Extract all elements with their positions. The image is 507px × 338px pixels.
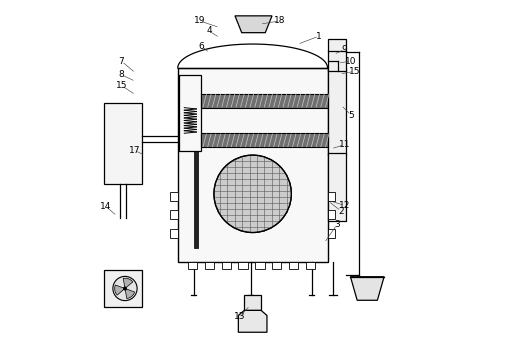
Bar xyxy=(170,228,178,238)
Text: 13: 13 xyxy=(234,312,246,321)
Circle shape xyxy=(113,276,137,300)
Bar xyxy=(205,262,214,269)
Bar xyxy=(178,68,328,262)
Bar xyxy=(170,192,178,201)
Bar xyxy=(201,133,328,147)
Bar xyxy=(328,228,335,238)
Bar xyxy=(244,295,261,310)
Bar xyxy=(222,262,231,269)
Text: 15: 15 xyxy=(116,81,127,90)
Bar xyxy=(188,262,197,269)
Bar xyxy=(179,75,201,151)
Polygon shape xyxy=(123,278,133,289)
Text: 19: 19 xyxy=(194,16,205,25)
Text: 4: 4 xyxy=(206,26,212,35)
Text: 6: 6 xyxy=(198,42,204,51)
Text: 8: 8 xyxy=(119,70,124,79)
Bar xyxy=(328,68,346,155)
Polygon shape xyxy=(125,289,135,299)
Text: 10: 10 xyxy=(345,57,357,66)
Bar xyxy=(306,262,315,269)
Text: 11: 11 xyxy=(339,140,350,149)
Bar xyxy=(328,192,335,201)
Text: 7: 7 xyxy=(119,57,124,66)
Polygon shape xyxy=(115,285,125,295)
Bar xyxy=(289,262,298,269)
Text: 15: 15 xyxy=(349,67,360,76)
Text: 9: 9 xyxy=(342,45,347,54)
Bar xyxy=(328,210,335,219)
Text: 1: 1 xyxy=(316,31,322,41)
Circle shape xyxy=(123,287,127,291)
Bar xyxy=(104,270,142,307)
Polygon shape xyxy=(235,16,272,33)
Bar xyxy=(272,262,281,269)
Bar xyxy=(104,103,142,184)
Bar xyxy=(238,262,248,269)
Text: 12: 12 xyxy=(339,201,350,210)
Bar xyxy=(328,153,346,221)
Bar xyxy=(201,94,328,108)
Bar xyxy=(170,210,178,219)
Bar xyxy=(194,151,198,248)
Polygon shape xyxy=(238,310,267,332)
Text: 5: 5 xyxy=(348,111,354,120)
Bar xyxy=(255,262,265,269)
Bar xyxy=(328,40,346,71)
Text: 17: 17 xyxy=(129,146,141,155)
Text: 14: 14 xyxy=(100,201,111,211)
Text: 2: 2 xyxy=(338,207,344,216)
Text: 18: 18 xyxy=(274,16,285,25)
Circle shape xyxy=(214,155,292,233)
Polygon shape xyxy=(350,277,384,300)
Text: 3: 3 xyxy=(334,220,340,229)
